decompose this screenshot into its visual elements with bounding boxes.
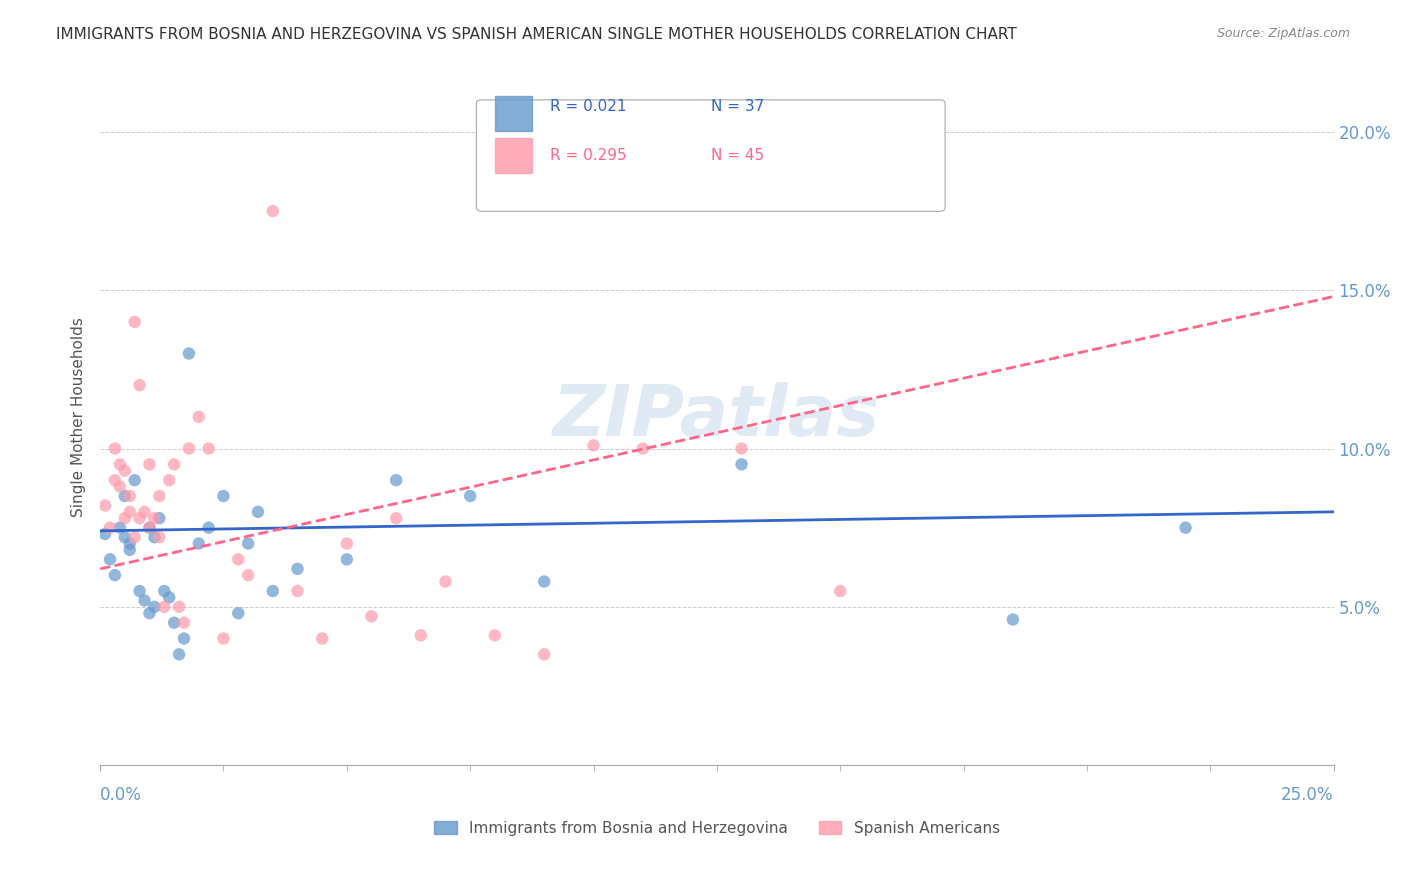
Point <box>187 536 209 550</box>
Legend: Immigrants from Bosnia and Herzegovina, Spanish Americans: Immigrants from Bosnia and Herzegovina, … <box>427 814 1005 842</box>
Point <box>143 530 166 544</box>
Bar <box>495 138 531 173</box>
Bar <box>495 96 531 131</box>
Point <box>163 615 186 630</box>
Point <box>730 458 752 472</box>
Point <box>336 552 359 566</box>
Point <box>212 632 235 646</box>
Point <box>177 346 200 360</box>
Text: IMMIGRANTS FROM BOSNIA AND HERZEGOVINA VS SPANISH AMERICAN SINGLE MOTHER HOUSEHO: IMMIGRANTS FROM BOSNIA AND HERZEGOVINA V… <box>56 27 1017 42</box>
Point <box>148 530 170 544</box>
Point <box>360 609 382 624</box>
Point <box>287 584 309 599</box>
Point <box>177 442 200 456</box>
Point <box>114 511 136 525</box>
Point <box>108 479 131 493</box>
Point <box>118 536 141 550</box>
Text: N = 45: N = 45 <box>710 148 763 163</box>
Point <box>173 632 195 646</box>
Point <box>138 606 160 620</box>
Point <box>163 458 186 472</box>
Point <box>143 511 166 525</box>
Point <box>1001 613 1024 627</box>
Text: N = 37: N = 37 <box>710 99 763 114</box>
Point <box>533 574 555 589</box>
Point <box>484 628 506 642</box>
Point <box>830 584 852 599</box>
Point <box>138 458 160 472</box>
Text: Source: ZipAtlas.com: Source: ZipAtlas.com <box>1216 27 1350 40</box>
Point <box>385 511 408 525</box>
Point <box>157 473 180 487</box>
Point <box>148 489 170 503</box>
Point <box>336 536 359 550</box>
Text: 25.0%: 25.0% <box>1281 786 1334 804</box>
Point <box>124 473 146 487</box>
Point <box>262 584 284 599</box>
Point <box>118 505 141 519</box>
Point <box>94 499 117 513</box>
Point <box>108 521 131 535</box>
Point <box>148 511 170 525</box>
Point <box>236 536 259 550</box>
Point <box>98 521 121 535</box>
Point <box>128 511 150 525</box>
Point <box>730 442 752 456</box>
Point <box>458 489 481 503</box>
Point <box>118 489 141 503</box>
Text: 0.0%: 0.0% <box>100 786 142 804</box>
Point <box>124 315 146 329</box>
Point <box>157 591 180 605</box>
Point <box>98 552 121 566</box>
Point <box>409 628 432 642</box>
Point <box>287 562 309 576</box>
Point <box>385 473 408 487</box>
Y-axis label: Single Mother Households: Single Mother Households <box>72 317 86 516</box>
Point <box>236 568 259 582</box>
Text: R = 0.021: R = 0.021 <box>550 99 627 114</box>
Point <box>582 438 605 452</box>
Point <box>134 593 156 607</box>
Point <box>1174 521 1197 535</box>
Point <box>173 615 195 630</box>
Point <box>226 552 249 566</box>
Point <box>114 489 136 503</box>
Point <box>124 530 146 544</box>
Point <box>138 521 160 535</box>
Point <box>153 599 176 614</box>
Point <box>167 599 190 614</box>
Point <box>247 505 270 519</box>
Point <box>104 473 127 487</box>
Point <box>197 442 219 456</box>
Point <box>128 378 150 392</box>
Point <box>114 530 136 544</box>
Point <box>212 489 235 503</box>
Point <box>108 458 131 472</box>
Point <box>533 648 555 662</box>
Point <box>104 442 127 456</box>
Point <box>153 584 176 599</box>
FancyBboxPatch shape <box>477 100 945 211</box>
Point <box>434 574 457 589</box>
Point <box>226 606 249 620</box>
Point <box>631 442 654 456</box>
Point <box>134 505 156 519</box>
Point <box>104 568 127 582</box>
Text: R = 0.295: R = 0.295 <box>550 148 627 163</box>
Point <box>114 464 136 478</box>
Point <box>143 599 166 614</box>
Point <box>262 204 284 219</box>
Point <box>187 409 209 424</box>
Text: ZIPatlas: ZIPatlas <box>553 383 880 451</box>
Point <box>128 584 150 599</box>
Point <box>118 542 141 557</box>
Point <box>197 521 219 535</box>
Point <box>138 521 160 535</box>
Point <box>167 648 190 662</box>
Point <box>94 527 117 541</box>
Point <box>311 632 333 646</box>
